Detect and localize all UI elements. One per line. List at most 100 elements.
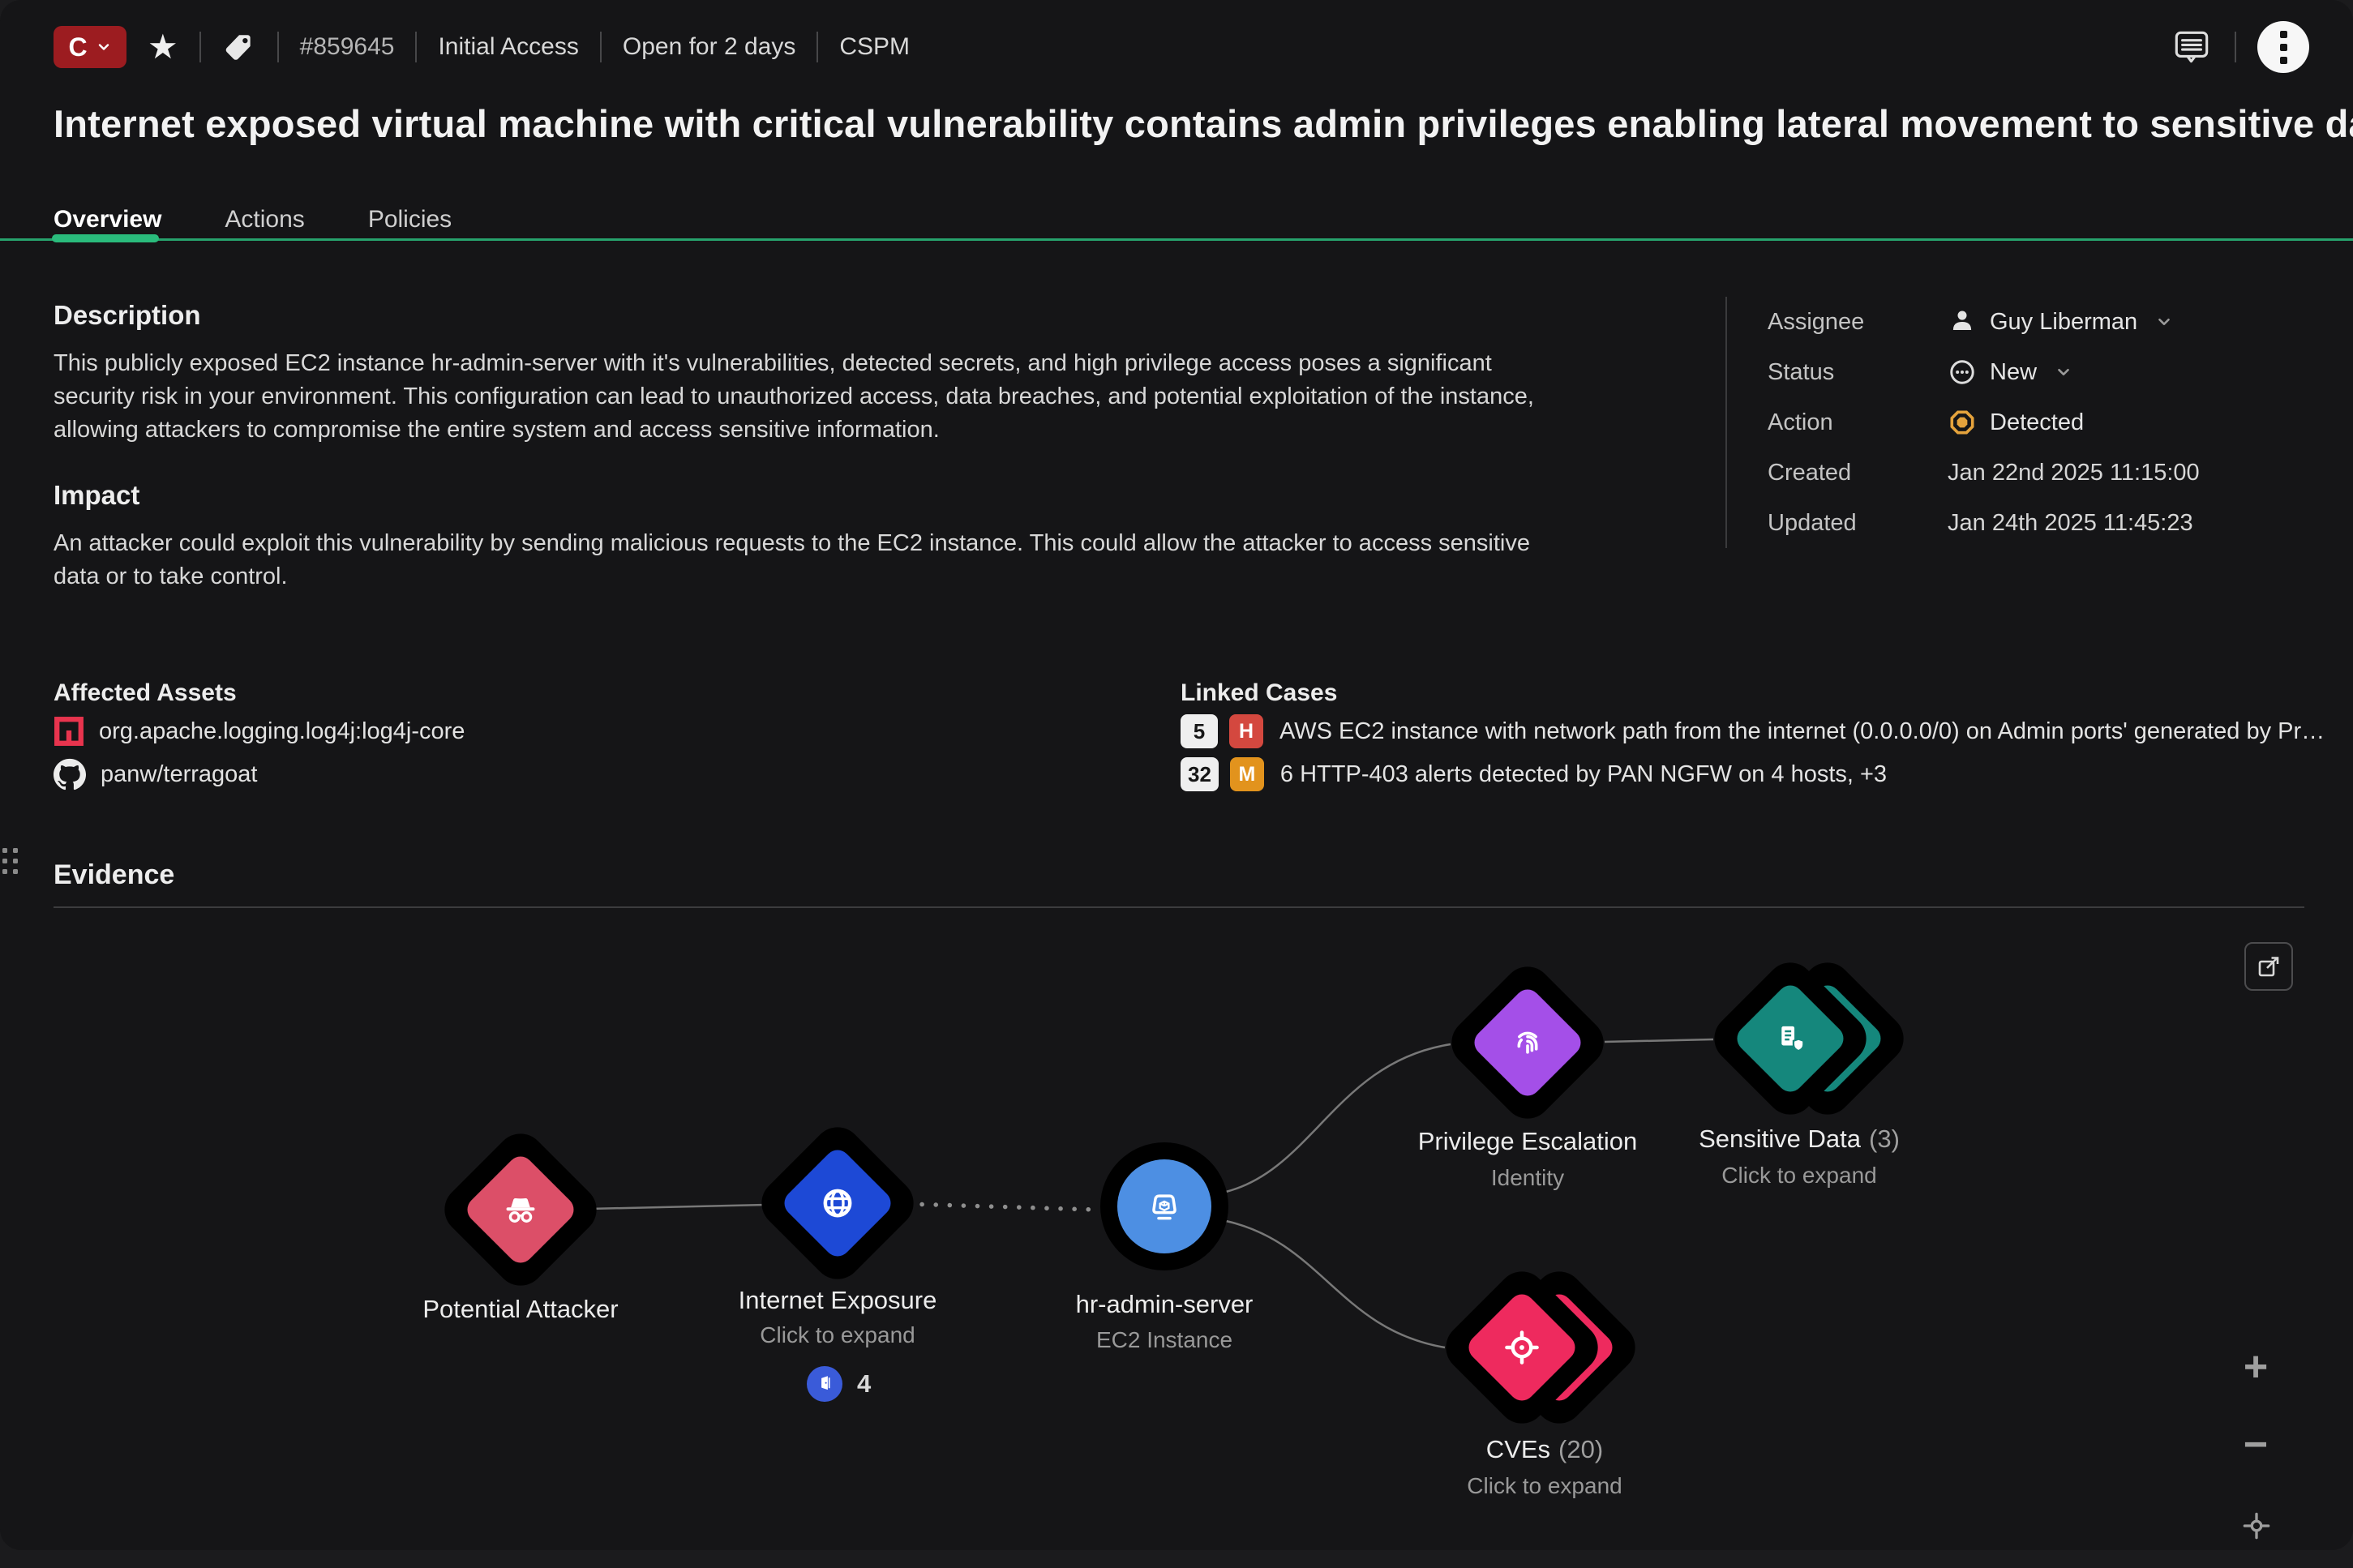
tab-policies[interactable]: Policies: [367, 206, 452, 233]
divider: [276, 32, 279, 62]
description-body: This publicly exposed EC2 instance hr-ad…: [54, 350, 1534, 443]
zoom-out-button[interactable]: −: [2243, 1421, 2269, 1468]
toolbar-right: [2170, 21, 2309, 73]
tabs-underline: [0, 238, 2353, 241]
favorite-star-icon[interactable]: ★: [148, 28, 178, 66]
target-icon: [1505, 1330, 1539, 1365]
impact-body: An attacker could exploit this vulnerabi…: [54, 530, 1530, 589]
status-new-icon: [1950, 360, 1974, 384]
updated-value: Jan 24th 2025 11:45:23: [1948, 509, 2193, 536]
severity-high-badge: H: [1229, 714, 1263, 748]
action-row: Action Detected: [1768, 397, 2325, 448]
recenter-view-button[interactable]: [2238, 1507, 2275, 1549]
chevron-down-icon: [2158, 318, 2170, 326]
severity-medium-badge: M: [1229, 757, 1264, 791]
tab-bar: Overview Actions Policies: [54, 206, 452, 233]
status-dropdown[interactable]: New: [1948, 358, 2072, 387]
case-source: CSPM: [839, 33, 911, 60]
action-value: Detected: [1990, 409, 2085, 435]
more-actions-button[interactable]: [2257, 21, 2309, 73]
node-label: Internet Exposure: [738, 1286, 937, 1314]
exposure-count: 4: [857, 1369, 872, 1398]
updated-row: Updated Jan 24th 2025 11:45:23: [1768, 498, 2325, 548]
node-type-label: EC2 Instance: [1095, 1327, 1233, 1352]
asset-name: org.apache.logging.log4j:log4j-core: [99, 718, 465, 744]
node-label: hr-admin-server: [1075, 1290, 1254, 1318]
kebab-dot: [2279, 43, 2287, 51]
divider: [415, 32, 418, 62]
kebab-dot: [2279, 56, 2287, 64]
detected-octagon-icon: [1950, 410, 1974, 435]
asset-row-log4j[interactable]: org.apache.logging.log4j:log4j-core: [54, 712, 465, 751]
package-log4j-icon: [54, 717, 84, 746]
page-title: Internet exposed virtual machine with cr…: [54, 102, 2353, 145]
case-severity-letter: C: [68, 32, 88, 62]
zoom-in-button[interactable]: +: [2243, 1343, 2269, 1390]
node-privilege-escalation[interactable]: [1441, 956, 1614, 1129]
node-cves[interactable]: [1435, 1261, 1646, 1434]
linked-case-count-badge: 32: [1181, 757, 1219, 791]
graph-edges: [589, 1038, 1714, 1349]
status-label: Status: [1768, 358, 1835, 385]
linked-case-title: AWS EC2 instance with network path from …: [1279, 718, 2325, 744]
created-value: Jan 22nd 2025 11:15:00: [1948, 459, 2200, 486]
node-hr-admin-server[interactable]: [1100, 1142, 1228, 1270]
crosshair-icon: [2243, 1512, 2270, 1540]
linked-case-count-badge: 5: [1181, 714, 1218, 748]
divider: [199, 32, 201, 62]
created-row: Created Jan 22nd 2025 11:15:00: [1768, 448, 2325, 498]
person-icon: [1952, 311, 1972, 331]
node-internet-exposure[interactable]: [751, 1116, 924, 1290]
node-label: Privilege Escalation: [1417, 1127, 1638, 1155]
linked-case-title: 6 HTTP-403 alerts detected by PAN NGFW o…: [1279, 760, 1888, 787]
case-toolbar: C ★ #859645 Initial Access Open for 2 da…: [54, 21, 2309, 73]
circle-fill: [1117, 1159, 1211, 1253]
node-expand-hint[interactable]: Click to expand: [1467, 1473, 1622, 1498]
node-potential-attacker[interactable]: [434, 1123, 607, 1296]
active-tab-indicator: [52, 234, 159, 242]
ec2-instance-icon: [1152, 1194, 1176, 1220]
comments-icon[interactable]: [2170, 25, 2214, 69]
node-label: Potential Attacker: [422, 1295, 619, 1323]
open-evidence-fullscreen-button[interactable]: [2244, 942, 2293, 991]
linked-case-row[interactable]: 32 M 6 HTTP-403 alerts detected by PAN N…: [1181, 756, 1887, 792]
evidence-divider: [54, 906, 2304, 908]
tab-actions[interactable]: Actions: [225, 206, 305, 233]
node-label: Sensitive Data (3): [1699, 1125, 1900, 1153]
created-label: Created: [1768, 459, 1852, 486]
chevron-down-icon: [98, 44, 109, 50]
linked-cases-heading: Linked Cases: [1181, 679, 1338, 706]
status-value: New: [1990, 358, 2038, 385]
divider: [599, 32, 602, 62]
case-id: #859645: [299, 33, 395, 60]
tab-overview[interactable]: Overview: [54, 206, 162, 233]
kebab-dot: [2279, 30, 2287, 38]
node-label: CVEs (20): [1485, 1435, 1604, 1463]
description-heading: Description: [54, 300, 201, 330]
node-sensitive-data[interactable]: [1704, 952, 1914, 1125]
node-expand-hint[interactable]: Click to expand: [760, 1322, 915, 1347]
evidence-heading: Evidence: [54, 859, 175, 890]
fingerprint-icon: [1517, 1031, 1538, 1054]
status-row: Status New: [1768, 347, 2325, 397]
incognito-icon: [506, 1198, 535, 1223]
assignee-dropdown[interactable]: Guy Liberman: [1948, 307, 2173, 336]
action-label: Action: [1768, 409, 1833, 435]
divider: [2235, 32, 2236, 62]
impact-heading: Impact: [54, 480, 140, 510]
linked-case-row[interactable]: 5 H AWS EC2 instance with network path f…: [1181, 713, 2325, 749]
tag-icon[interactable]: [222, 30, 256, 64]
panel-drag-handle[interactable]: [2, 848, 18, 874]
expand-icon: [2258, 957, 2279, 977]
assignee-row: Assignee Guy Liberman: [1768, 297, 2325, 347]
door-icon: [807, 1366, 842, 1402]
internet-exposure-count-badge[interactable]: 4: [807, 1366, 871, 1402]
asset-name: panw/terragoat: [101, 760, 258, 787]
asset-row-github[interactable]: panw/terragoat: [54, 755, 257, 794]
github-icon: [54, 758, 86, 790]
evidence-graph-canvas[interactable]: Potential Attacker Internet Exposure Cli…: [0, 908, 2353, 1550]
updated-label: Updated: [1768, 509, 1857, 536]
case-severity-chip[interactable]: C: [54, 26, 126, 68]
node-expand-hint[interactable]: Click to expand: [1721, 1163, 1877, 1188]
